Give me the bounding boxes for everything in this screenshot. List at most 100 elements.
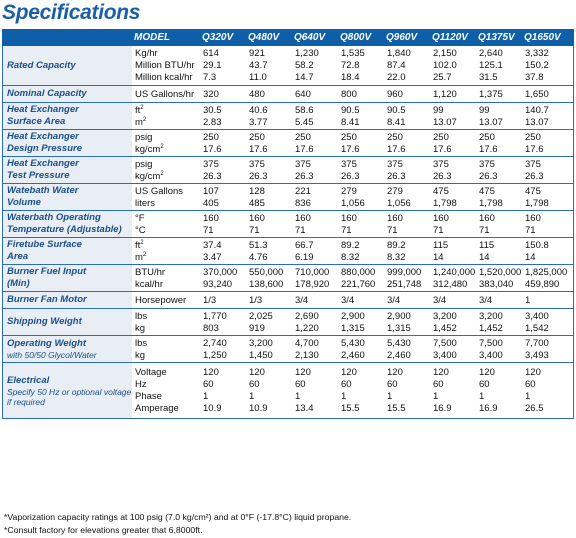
table-row: Heat Exchanger Design Pressure psig kg/cm2 2… — [3, 130, 573, 157]
table-cell: 160 — [203, 212, 219, 224]
table-cell: 120 — [203, 367, 219, 378]
value-columns: 250 17.6 250 17.6 250 17.6 250 17.6 250 17.6 250 17… — [203, 130, 573, 156]
table-cell: 11.0 — [249, 72, 267, 83]
value-column: 99 13.07 — [479, 105, 525, 130]
table-cell: 25.7 — [433, 72, 452, 83]
table-cell: 250 — [525, 131, 541, 143]
table-cell: 999,000 — [387, 266, 422, 278]
table-cell: 14 — [479, 251, 490, 263]
table-cell: 6.19 — [295, 251, 314, 263]
table-cell: 26.3 — [249, 170, 268, 182]
unit-text: Phase — [135, 391, 162, 402]
table-cell: 120 — [295, 367, 311, 378]
table-cell: 375 — [341, 158, 357, 170]
row-label: Heat Exchanger Design Pressure — [3, 130, 132, 156]
unit-text: lbs — [135, 337, 148, 349]
table-cell: 31.5 — [479, 72, 498, 83]
table-cell: 14 — [525, 251, 536, 263]
value-column: 1,535 72.8 18.4 — [341, 48, 387, 85]
table-cell: 51.3 — [249, 239, 268, 251]
unit-cell: ft2 — [135, 105, 203, 117]
table-cell: 2,460 — [387, 349, 411, 361]
value-column: 3,200 1,452 — [433, 311, 479, 336]
value-columns: 2,740 1,250 3,200 1,450 4,700 2,130 5,430 2,460… — [203, 336, 573, 362]
table-cell: 221 — [295, 185, 311, 197]
table-cell: 1,452 — [479, 322, 503, 334]
table-cell: 614 — [203, 48, 219, 59]
value-column: 120 60 1 10.9 — [249, 367, 295, 418]
unit-cell: kg — [135, 323, 203, 335]
value-column: 3/4 — [341, 295, 387, 309]
row-label-line: Area — [7, 251, 29, 262]
model-header: MODEL — [134, 32, 171, 43]
unit-cell: Amperage — [135, 403, 203, 415]
table-cell: 71 — [433, 224, 444, 236]
value-column: 475 1,798 — [479, 186, 525, 211]
unit-column: ft2 m2 — [132, 103, 203, 129]
table-cell: 375 — [479, 158, 495, 170]
row-label: Operating Weight with 50/50 Glycol/Water — [3, 336, 132, 362]
table-cell: 640 — [295, 88, 311, 100]
value-column: 115 14 — [479, 240, 525, 265]
value-columns: 160 71 160 71 160 71 160 71 160 71 160 71 160 71 160 71 — [203, 211, 573, 237]
row-label-line: Temperature (Adjustable) — [7, 224, 122, 235]
row-label-line: Firetube Surface — [7, 239, 82, 250]
table-cell: 250 — [387, 131, 403, 143]
row-label-line: Design Pressure — [7, 143, 82, 154]
value-column: 5,430 2,460 — [387, 338, 433, 363]
table-cell: 60 — [203, 379, 214, 390]
row-label: Burner Fuel Input (Min) — [3, 265, 132, 291]
table-cell: 459,890 — [525, 278, 560, 290]
value-column: 3,200 1,452 — [479, 311, 525, 336]
value-column: 320 — [203, 89, 249, 103]
value-column: 1,825,000 459,890 — [525, 267, 569, 292]
value-column: 160 71 — [203, 213, 249, 238]
table-cell: 150.8 — [525, 239, 549, 251]
table-cell: 921 — [249, 48, 265, 59]
table-cell: 279 — [341, 185, 357, 197]
unit-text: Amperage — [135, 403, 179, 414]
unit-column: Voltage Hz Phase Amperage — [132, 363, 203, 418]
table-cell: 3,200 — [249, 337, 273, 349]
table-cell: 3,400 — [479, 349, 503, 361]
table-cell: 375 — [203, 158, 219, 170]
table-cell: 1,450 — [249, 349, 273, 361]
value-column: 250 17.6 — [479, 132, 525, 157]
table-cell: 5,430 — [341, 337, 365, 349]
value-column: 140.7 13.07 — [525, 105, 569, 130]
unit-superscript: 2 — [160, 170, 164, 177]
unit-cell: Million kcal/hr — [135, 72, 203, 84]
unit-column: ft2 m2 — [132, 238, 203, 264]
value-column: 90.5 8.41 — [387, 105, 433, 130]
table-cell: 89.2 — [341, 239, 360, 251]
value-column: 1/3 — [249, 295, 295, 309]
table-cell: 128 — [249, 185, 265, 197]
table-cell: 60 — [295, 379, 306, 390]
table-cell: 5.45 — [295, 116, 314, 128]
value-column: 375 26.3 — [295, 159, 341, 184]
table-cell: 17.6 — [249, 143, 268, 155]
table-cell: 8.41 — [387, 116, 406, 128]
table-cell: 250 — [249, 131, 265, 143]
value-column: 160 71 — [525, 213, 569, 238]
table-body: Rated Capacity Kg/hr Million BTU/hr Million… — [2, 46, 574, 419]
table-cell: 1,520,000 — [479, 266, 522, 278]
unit-cell: psig — [135, 132, 203, 144]
table-cell: 375 — [295, 158, 311, 170]
table-cell: 1,250 — [203, 349, 227, 361]
unit-text: °C — [135, 224, 146, 236]
value-column: 58.6 5.45 — [295, 105, 341, 130]
table-row: Nominal Capacity US Gallons/hr 320 480 640 80… — [3, 86, 573, 103]
table-cell: 279 — [387, 185, 403, 197]
unit-column: BTU/hr kcal/hr — [132, 265, 203, 291]
table-row: Rated Capacity Kg/hr Million BTU/hr Million… — [3, 46, 573, 86]
unit-text: kg — [135, 322, 146, 334]
table-cell: 17.6 — [341, 143, 360, 155]
unit-text: m — [135, 116, 143, 128]
row-label-line: Burner Fan Motor — [7, 294, 87, 305]
table-cell: 1,315 — [387, 322, 411, 334]
table-row: Waterbath Operating Temperature (Adjustab… — [3, 211, 573, 238]
table-cell: 37.8 — [525, 72, 544, 83]
table-cell: 1,798 — [433, 197, 457, 209]
table-row: Burner Fuel Input (Min) BTU/hr kcal/hr 370,0… — [3, 265, 573, 292]
